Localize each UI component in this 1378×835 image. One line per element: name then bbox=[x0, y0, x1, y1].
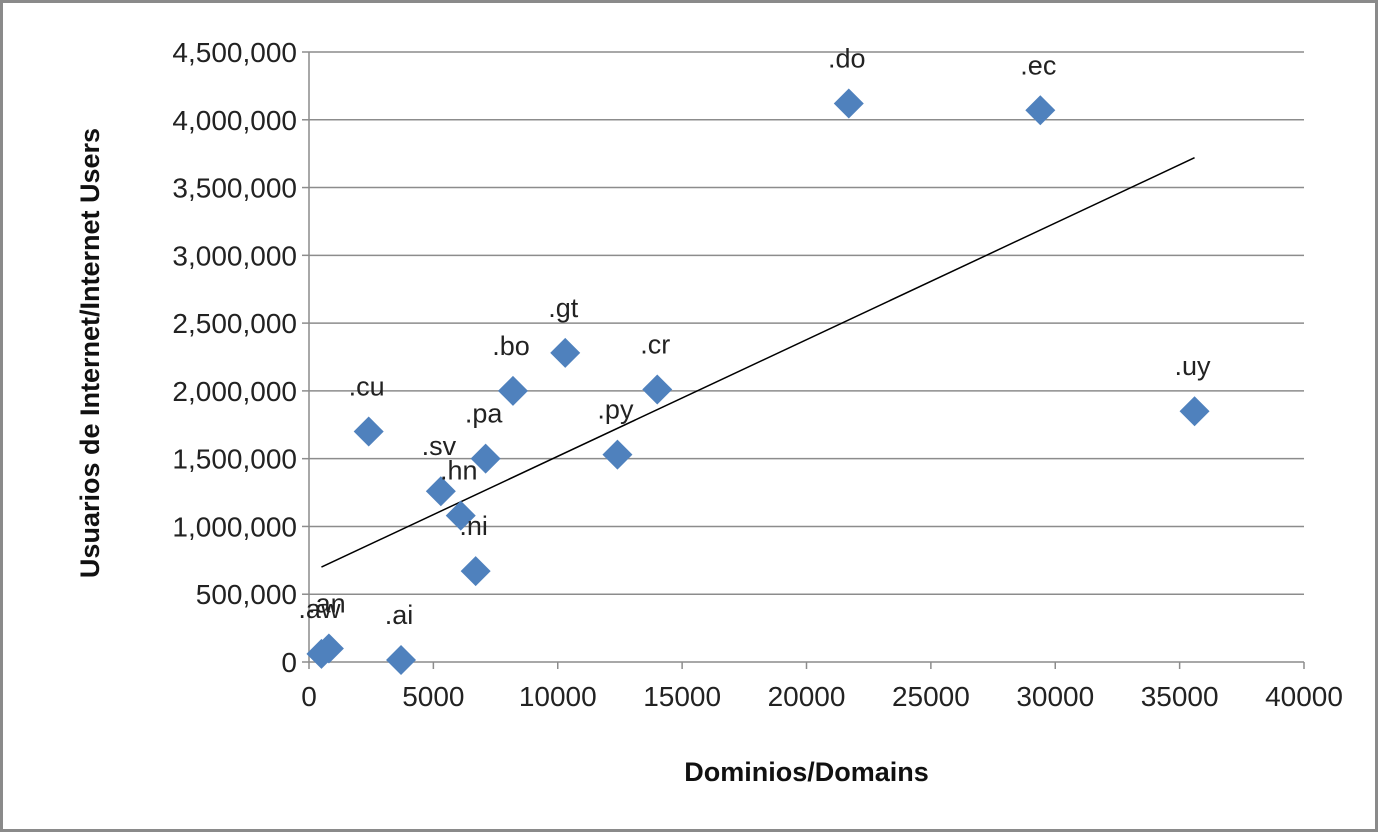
point-labels: .aw.an .ai .cu .sv.hn .ni .pa .bo .gt .py .cr .do.… bbox=[298, 44, 1211, 630]
axes bbox=[302, 51, 1305, 669]
data-label: .sv bbox=[422, 431, 457, 461]
data-point bbox=[602, 439, 633, 470]
data-label: .cu bbox=[349, 372, 385, 402]
trendline bbox=[321, 157, 1195, 568]
x-tick-label: 35000 bbox=[1141, 681, 1219, 712]
y-tick-label: 4,000,000 bbox=[172, 105, 297, 136]
data-point bbox=[425, 476, 456, 507]
y-tick-label: 3,000,000 bbox=[172, 240, 297, 271]
data-label: .ec bbox=[1020, 50, 1056, 80]
data-point bbox=[550, 337, 581, 368]
y-tick-label: 0 bbox=[281, 647, 297, 678]
data-point bbox=[386, 644, 417, 675]
data-point bbox=[470, 443, 501, 474]
x-tick-label: 40000 bbox=[1265, 681, 1343, 712]
data-point bbox=[460, 556, 491, 587]
data-label: .an bbox=[308, 588, 346, 618]
data-point bbox=[1025, 95, 1056, 126]
data-label: .pa bbox=[465, 399, 504, 429]
y-tick-label: 3,500,000 bbox=[172, 173, 297, 204]
y-tick-label: 2,500,000 bbox=[172, 308, 297, 339]
y-tick-labels: 0 500,000 1,000,000 1,500,000 2,000,000 2,500… bbox=[172, 37, 297, 678]
trendline-layer bbox=[321, 157, 1195, 568]
data-label: .bo bbox=[492, 331, 530, 361]
data-point bbox=[497, 375, 528, 406]
data-point bbox=[353, 416, 384, 447]
y-tick-label: 1,000,000 bbox=[172, 511, 297, 542]
x-tick-label: 10000 bbox=[519, 681, 597, 712]
data-label: .hn bbox=[440, 456, 478, 486]
x-tick-label: 30000 bbox=[1016, 681, 1094, 712]
y-tick-label: 4,500,000 bbox=[172, 37, 297, 68]
y-tick-label: 1,500,000 bbox=[172, 444, 297, 475]
data-label: .ai bbox=[385, 600, 414, 630]
y-tick-label: 2,000,000 bbox=[172, 376, 297, 407]
data-point bbox=[1179, 396, 1210, 427]
x-tick-label: 20000 bbox=[768, 681, 846, 712]
data-label: .cr bbox=[640, 330, 670, 360]
data-points bbox=[306, 88, 1210, 675]
y-axis-title: Usuarios de Internet/Internet Users bbox=[75, 128, 105, 578]
data-point bbox=[445, 500, 476, 531]
data-label: .gt bbox=[548, 293, 579, 323]
data-point bbox=[642, 374, 673, 405]
data-label: .uy bbox=[1175, 351, 1212, 381]
x-tick-label: 25000 bbox=[892, 681, 970, 712]
data-label: .py bbox=[597, 395, 634, 425]
x-tick-label: 5000 bbox=[402, 681, 464, 712]
data-label: .ni bbox=[459, 511, 488, 541]
y-tick-label: 500,000 bbox=[196, 579, 297, 610]
x-tick-label: 0 bbox=[301, 681, 317, 712]
data-point bbox=[833, 88, 864, 119]
x-axis-title: Dominios/Domains bbox=[684, 757, 929, 787]
scatter-chart: .aw.an .ai .cu .sv.hn .ni .pa .bo .gt .py .cr .do.… bbox=[75, 37, 1343, 787]
x-tick-label: 15000 bbox=[643, 681, 721, 712]
data-label: .do bbox=[828, 44, 866, 74]
data-point bbox=[313, 633, 344, 664]
data-label: .aw bbox=[298, 594, 341, 624]
x-tick-labels: 0 5000 10000 15000 20000 25000 30000 35000 40000 bbox=[301, 681, 1343, 712]
